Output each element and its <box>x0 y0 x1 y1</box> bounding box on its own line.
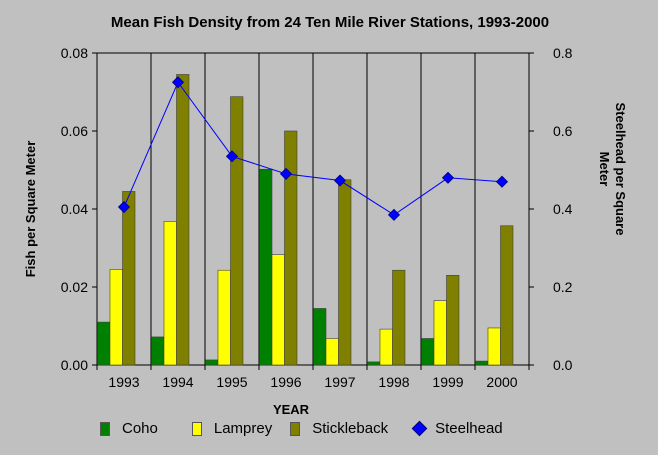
legend-swatch-stickleback <box>290 421 301 436</box>
bar-lamprey <box>163 221 177 366</box>
bar-coho <box>259 168 273 366</box>
bar-lamprey <box>487 327 501 366</box>
bar-stickleback <box>392 269 406 366</box>
legend-item-stickleback: Stickleback <box>290 420 388 437</box>
chart-title: Mean Fish Density from 24 Ten Mile River… <box>111 14 549 31</box>
left-axis-ticks: 0.00 0.02 0.04 0.06 0.08 <box>61 45 97 373</box>
legend-swatch-coho <box>100 421 110 436</box>
steelhead-line <box>117 76 509 221</box>
legend-item-coho: Coho <box>100 420 158 437</box>
bar-coho <box>205 359 219 366</box>
y-tick-label: 0.06 <box>61 123 88 139</box>
bar-lamprey <box>433 300 447 366</box>
bar-coho <box>151 336 165 366</box>
x-tick-label: 1997 <box>324 374 355 390</box>
x-axis-label: YEAR <box>273 402 310 417</box>
steelhead-point <box>225 150 239 163</box>
x-tick-label: 2000 <box>486 374 517 390</box>
y2-tick-label: 0.8 <box>553 45 573 61</box>
bar-lamprey <box>379 328 393 366</box>
x-tick-label: 1994 <box>162 374 193 390</box>
right-axis-ticks: 0.0 0.2 0.4 0.6 0.8 <box>529 45 573 373</box>
y2-axis-label-line2: Meter <box>597 152 612 187</box>
legend-item-steelhead: Steelhead <box>410 420 503 437</box>
bar-coho <box>367 361 381 366</box>
y-tick-label: 0.08 <box>61 45 88 61</box>
y-axis-label: Fish per Square Meter <box>23 141 38 278</box>
legend-label-coho: Coho <box>122 420 158 437</box>
bar-lamprey <box>109 269 123 366</box>
y2-axis-label-line1: Steelhead per Square <box>613 103 628 236</box>
y2-tick-label: 0.6 <box>553 123 573 139</box>
bar-stickleback <box>122 191 136 366</box>
steelhead-point <box>171 76 185 89</box>
x-tick-label: 1993 <box>108 374 139 390</box>
bar-stickleback <box>284 130 298 366</box>
bar-coho <box>475 360 489 366</box>
steelhead-point <box>279 167 293 180</box>
bars <box>97 74 514 366</box>
x-tick-label: 1996 <box>270 374 301 390</box>
y-tick-label: 0.00 <box>61 357 88 373</box>
legend-label-lamprey: Lamprey <box>213 420 273 437</box>
legend-swatch-lamprey <box>191 421 202 436</box>
legend-label-steelhead: Steelhead <box>435 420 503 437</box>
bar-coho <box>313 308 327 366</box>
bar-lamprey <box>271 254 285 366</box>
steelhead-point <box>441 171 455 184</box>
x-tick-label: 1995 <box>216 374 247 390</box>
bar-lamprey <box>217 269 231 366</box>
steelhead-point <box>495 175 509 188</box>
bar-lamprey <box>325 338 339 366</box>
x-tick-label: 1999 <box>432 374 463 390</box>
steelhead-point <box>117 200 131 214</box>
bar-stickleback <box>230 96 244 366</box>
legend: Coho Lamprey Stickleback Steelhead <box>100 420 527 437</box>
bar-stickleback <box>446 274 460 366</box>
y-tick-label: 0.04 <box>61 201 88 217</box>
steelhead-point <box>387 208 401 221</box>
x-tick-label: 1998 <box>378 374 409 390</box>
legend-label-stickleback: Stickleback <box>312 420 389 437</box>
y2-tick-label: 0.0 <box>553 357 573 373</box>
bar-stickleback <box>176 74 190 366</box>
y2-tick-label: 0.2 <box>553 279 573 295</box>
legend-item-lamprey: Lamprey <box>191 420 273 437</box>
steelhead-point <box>333 174 347 187</box>
bar-stickleback <box>338 179 352 366</box>
legend-swatch-steelhead <box>411 420 428 437</box>
bar-stickleback <box>500 225 514 366</box>
y2-tick-label: 0.4 <box>553 201 573 217</box>
grid-lines <box>150 53 476 365</box>
steelhead-line-path <box>123 81 503 216</box>
bar-coho <box>97 321 111 366</box>
x-axis-ticks: 1993 1994 1995 1996 1997 1998 1999 2000 <box>96 365 530 390</box>
bar-coho <box>421 338 435 366</box>
y-tick-label: 0.02 <box>61 279 88 295</box>
